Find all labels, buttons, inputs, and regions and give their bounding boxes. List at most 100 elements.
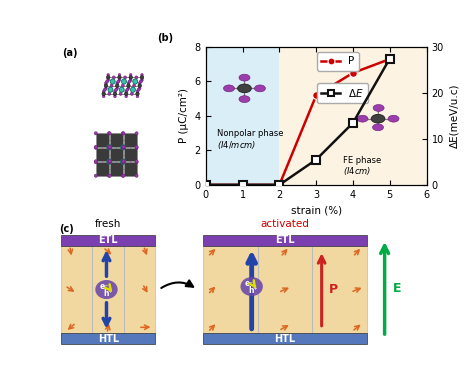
Text: E: E [393, 281, 402, 294]
Circle shape [119, 87, 124, 92]
X-axis label: strain (%): strain (%) [291, 205, 342, 215]
Text: FE phase: FE phase [343, 156, 381, 165]
Text: fresh: fresh [95, 219, 121, 229]
Circle shape [135, 145, 138, 149]
Circle shape [129, 78, 132, 82]
Circle shape [94, 160, 97, 163]
Circle shape [108, 161, 111, 164]
Circle shape [108, 132, 111, 135]
Circle shape [122, 161, 125, 164]
Circle shape [122, 145, 125, 149]
Circle shape [136, 92, 139, 96]
Text: HTL: HTL [274, 334, 295, 344]
Circle shape [103, 88, 106, 91]
FancyBboxPatch shape [61, 234, 155, 246]
Circle shape [223, 85, 235, 92]
Circle shape [102, 90, 105, 93]
Circle shape [105, 87, 107, 90]
Text: activated: activated [261, 219, 310, 229]
Polygon shape [109, 133, 123, 147]
Circle shape [237, 84, 251, 93]
Text: ($I4/mcm$): ($I4/mcm$) [217, 139, 256, 151]
Polygon shape [96, 133, 109, 147]
Circle shape [135, 161, 138, 164]
Circle shape [388, 115, 399, 122]
FancyBboxPatch shape [61, 246, 155, 333]
Bar [280, 47, 427, 185]
Circle shape [107, 76, 110, 79]
Circle shape [122, 160, 125, 163]
Circle shape [126, 88, 129, 91]
Text: (b): (b) [157, 33, 173, 43]
Circle shape [108, 160, 110, 163]
FancyBboxPatch shape [203, 234, 367, 246]
Polygon shape [124, 133, 137, 147]
Circle shape [107, 73, 109, 76]
Circle shape [108, 161, 110, 164]
Text: (c): (c) [59, 224, 74, 234]
Text: h⁺: h⁺ [103, 289, 113, 298]
Bar [206, 47, 280, 185]
Circle shape [108, 132, 110, 135]
FancyBboxPatch shape [203, 246, 367, 333]
Circle shape [130, 92, 133, 95]
Circle shape [141, 78, 143, 82]
Circle shape [121, 132, 124, 135]
Circle shape [112, 76, 115, 79]
Circle shape [108, 145, 111, 149]
Circle shape [104, 84, 108, 87]
Circle shape [121, 160, 124, 163]
Circle shape [122, 146, 125, 149]
Circle shape [138, 87, 141, 90]
Circle shape [124, 76, 127, 79]
Circle shape [357, 115, 368, 122]
Circle shape [121, 161, 124, 164]
Text: ETL: ETL [275, 235, 295, 245]
Circle shape [114, 95, 116, 98]
Circle shape [108, 174, 110, 177]
Circle shape [110, 79, 115, 84]
Circle shape [95, 280, 118, 299]
Circle shape [125, 95, 128, 98]
Circle shape [94, 146, 97, 149]
Circle shape [116, 87, 118, 90]
Text: ETL: ETL [99, 235, 118, 245]
Polygon shape [96, 148, 109, 162]
Circle shape [138, 84, 141, 87]
Polygon shape [109, 162, 123, 176]
Circle shape [108, 146, 110, 149]
Circle shape [102, 95, 105, 98]
Circle shape [136, 95, 139, 98]
Circle shape [116, 84, 119, 87]
Circle shape [122, 174, 125, 177]
Circle shape [118, 73, 121, 76]
Text: e⁻: e⁻ [245, 279, 254, 288]
Circle shape [106, 80, 109, 83]
Circle shape [94, 145, 97, 149]
Circle shape [115, 88, 118, 91]
Circle shape [129, 73, 132, 76]
Circle shape [240, 277, 263, 296]
Circle shape [135, 174, 138, 177]
Circle shape [255, 85, 265, 92]
Text: P: P [328, 283, 338, 296]
Circle shape [108, 92, 111, 95]
Circle shape [128, 80, 131, 83]
Circle shape [108, 146, 111, 149]
Circle shape [130, 87, 136, 92]
Circle shape [94, 174, 97, 177]
Circle shape [114, 90, 116, 93]
Circle shape [127, 84, 130, 87]
Text: h⁺: h⁺ [249, 286, 258, 295]
Circle shape [373, 124, 383, 131]
FancyBboxPatch shape [203, 333, 367, 345]
Circle shape [239, 96, 250, 103]
Text: HTL: HTL [98, 334, 119, 344]
Text: (a): (a) [62, 49, 77, 58]
Circle shape [118, 78, 121, 82]
Circle shape [137, 88, 140, 91]
Circle shape [141, 73, 143, 76]
Circle shape [139, 80, 142, 83]
Circle shape [136, 90, 139, 93]
Circle shape [107, 78, 109, 82]
